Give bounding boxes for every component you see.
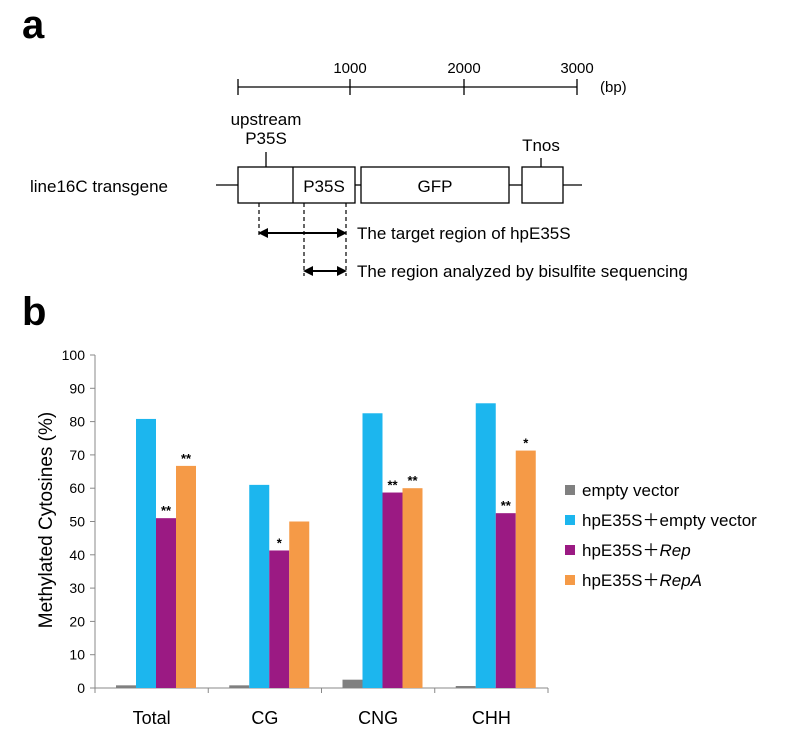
y-tick-label: 100 [62, 347, 86, 363]
y-tick-label: 40 [69, 547, 85, 563]
legend-label-hpe35s-repa: hpE35S＋RepA [582, 571, 702, 590]
panel-a-letter: a [22, 3, 45, 47]
p35s-box-label: P35S [303, 177, 345, 196]
tnos-label: Tnos [522, 136, 560, 155]
bar [116, 685, 136, 688]
y-tick-label: 70 [69, 447, 85, 463]
bar [382, 492, 403, 688]
tnos-box [521, 166, 564, 204]
legend: empty vector hpE35S＋empty vector hpE35S＋… [565, 481, 757, 590]
y-tick-label: 10 [69, 647, 85, 663]
y-tick-label: 90 [69, 380, 85, 396]
target-region-label: The target region of hpE35S [357, 224, 571, 243]
legend-swatch-hpe35s-repa [565, 575, 575, 585]
legend-swatch-hpe35s-rep [565, 545, 575, 555]
bar [269, 550, 290, 688]
significance-label: * [523, 436, 529, 451]
bar [156, 518, 176, 688]
significance-label: ** [501, 498, 512, 513]
legend-label-hpe35s-rep: hpE35S＋Rep [582, 541, 691, 560]
significance-label: ** [181, 451, 192, 466]
bar [515, 450, 536, 688]
legend-swatch-hpe35s-empty-vector [565, 515, 575, 525]
scale-tick-2000: 2000 [447, 60, 480, 77]
bar [495, 513, 516, 688]
upstream-p35s-label: P35S [245, 129, 287, 148]
significance-label: ** [161, 503, 172, 518]
panel-b-letter: b [22, 290, 46, 334]
bar [362, 413, 383, 688]
legend-label-hpe35s-empty-vector: hpE35S＋empty vector [582, 511, 757, 530]
bar [229, 685, 250, 688]
legend-swatch-empty-vector [565, 485, 575, 495]
scale-bar: 1000 2000 3000 (bp) [237, 60, 627, 96]
bar [475, 403, 496, 688]
upstream-p35s-box [237, 166, 356, 204]
legend-label-empty-vector: empty vector [582, 481, 680, 500]
upstream-label: upstream [231, 110, 302, 129]
scale-tick-1000: 1000 [333, 60, 366, 77]
bar [176, 465, 196, 688]
gfp-box [360, 166, 510, 204]
y-tick-label: 60 [69, 480, 85, 496]
bar [455, 686, 476, 688]
y-tick-label: 50 [69, 514, 85, 530]
bar [402, 488, 423, 688]
transgene-diagram: P35S GFP [216, 152, 582, 204]
x-category-label: CNG [358, 708, 398, 728]
gfp-box-label: GFP [418, 177, 453, 196]
x-category-label: CHH [472, 708, 511, 728]
bisulfite-region-label: The region analyzed by bisulfite sequenc… [357, 262, 688, 281]
significance-label: ** [407, 473, 418, 488]
significance-label: * [277, 535, 283, 550]
y-tick-label: 20 [69, 613, 85, 629]
transgene-label: line16C transgene [30, 177, 168, 196]
bar [136, 418, 156, 688]
bar [289, 521, 310, 688]
bar [342, 679, 363, 688]
region-arrows [258, 203, 347, 276]
y-axis-label: Methylated Cytosines (%) [36, 412, 57, 628]
y-tick-label: 80 [69, 414, 85, 430]
y-tick-label: 0 [77, 680, 85, 696]
x-category-label: CG [251, 708, 278, 728]
scale-unit: (bp) [600, 79, 627, 96]
significance-label: ** [387, 478, 398, 493]
scale-tick-3000: 3000 [560, 60, 593, 77]
y-tick-label: 30 [69, 580, 85, 596]
x-category-label: Total [133, 708, 171, 728]
bar [249, 484, 270, 688]
